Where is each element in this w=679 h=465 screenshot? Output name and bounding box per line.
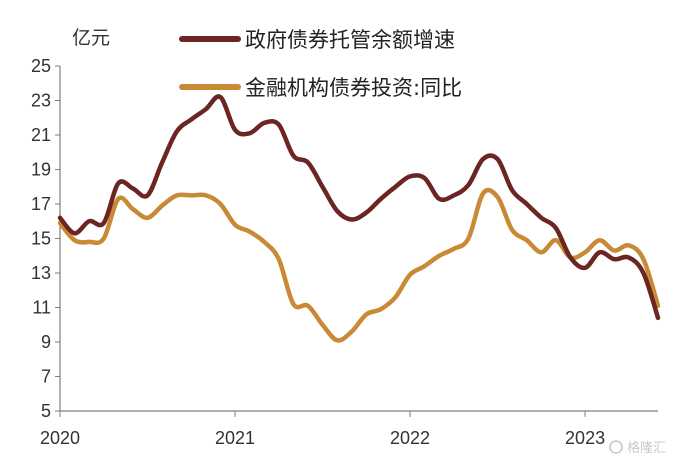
legend-label-government-bond: 政府债券托管余额增速 (245, 28, 455, 52)
watermark-text: 格隆汇 (627, 440, 666, 456)
series-lines (57, 94, 661, 343)
legend-label-financial-institution: 金融机构债券投资:同比 (245, 76, 462, 100)
y-tick-label: 23 (31, 91, 51, 111)
y-axis-ticks: 5 7 9 11 13 15 17 19 21 23 25 (31, 56, 60, 421)
x-tick-label: 2020 (40, 428, 80, 448)
y-tick-label: 15 (31, 229, 51, 249)
watermark: 格隆汇 (609, 440, 666, 456)
y-tick-label: 19 (31, 160, 51, 180)
x-tick-label: 2022 (390, 428, 430, 448)
series-line-financial-institution (57, 187, 661, 343)
y-tick-label: 11 (32, 298, 51, 318)
x-tick-label: 2023 (565, 428, 605, 448)
series-line-government-bond (57, 94, 661, 321)
watermark-logo-icon (609, 440, 623, 454)
y-tick-label: 25 (31, 56, 51, 76)
y-tick-label: 9 (41, 332, 51, 352)
x-axis-ticks: 2020 2021 2022 2023 (40, 411, 605, 448)
x-tick-label: 2021 (215, 428, 255, 448)
legend: 政府债券托管余额增速 金融机构债券投资:同比 (179, 28, 462, 100)
y-tick-label: 13 (31, 263, 51, 283)
y-tick-label: 21 (31, 125, 51, 145)
y-axis-unit-label: 亿元 (72, 27, 110, 49)
y-tick-label: 7 (41, 367, 51, 387)
y-tick-label: 17 (31, 194, 51, 214)
y-tick-label: 5 (41, 401, 51, 421)
